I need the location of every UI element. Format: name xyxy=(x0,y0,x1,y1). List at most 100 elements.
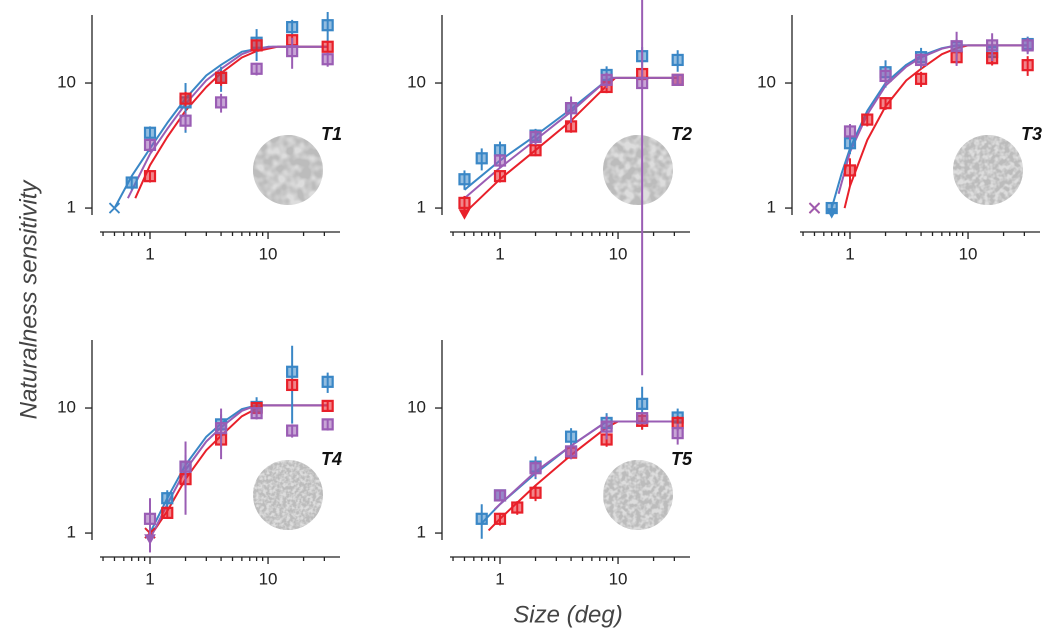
data-point xyxy=(602,422,612,432)
panel: 1 10 1 10 T2 xyxy=(407,15,692,263)
data-point xyxy=(495,171,505,181)
y-tick-label: 10 xyxy=(407,73,426,92)
data-point xyxy=(145,514,155,524)
data-point xyxy=(566,121,576,131)
texture-image xyxy=(953,135,1023,205)
y-tick-label: 1 xyxy=(417,198,426,217)
y-tick-label: 10 xyxy=(757,73,776,92)
data-point xyxy=(495,156,505,166)
panel-title: T1 xyxy=(321,124,342,144)
data-point xyxy=(477,514,487,524)
data-point xyxy=(602,75,612,85)
data-point xyxy=(252,40,262,50)
data-point xyxy=(673,75,683,85)
y-tick-label: 10 xyxy=(57,73,76,92)
data-point xyxy=(323,377,333,387)
data-point xyxy=(531,145,541,155)
data-point xyxy=(287,367,297,377)
y-tick-label: 1 xyxy=(417,523,426,542)
data-point xyxy=(145,140,155,150)
data-point xyxy=(637,399,647,409)
x-tick-label: 10 xyxy=(959,244,978,263)
data-point xyxy=(916,55,926,65)
data-point xyxy=(566,103,576,113)
data-point xyxy=(181,116,191,126)
data-point xyxy=(495,490,505,500)
data-point xyxy=(477,153,487,163)
data-point xyxy=(323,419,333,429)
texture-image xyxy=(253,460,323,530)
data-point xyxy=(459,174,469,184)
x-tick-label: 1 xyxy=(145,569,154,588)
y-axis-label: Naturalness sensitivity xyxy=(15,179,42,420)
data-point xyxy=(109,203,119,213)
data-point xyxy=(637,413,647,423)
data-point xyxy=(181,462,191,472)
y-tick-label: 10 xyxy=(407,398,426,417)
x-tick-label: 10 xyxy=(609,569,628,588)
data-point xyxy=(495,145,505,155)
data-point xyxy=(459,210,469,219)
data-point xyxy=(881,71,891,81)
data-point xyxy=(495,514,505,524)
panel: 1 10 1 10 T1 xyxy=(57,12,342,264)
data-point xyxy=(531,132,541,142)
data-point xyxy=(566,432,576,442)
panel: 1 10 1 10 T5 xyxy=(407,0,693,588)
data-point xyxy=(323,54,333,64)
data-point xyxy=(145,171,155,181)
data-point xyxy=(916,74,926,84)
panel-title: T4 xyxy=(321,449,342,469)
data-point xyxy=(162,493,172,503)
data-point xyxy=(323,20,333,30)
data-point xyxy=(881,98,891,108)
data-point xyxy=(531,463,541,473)
data-point xyxy=(673,428,683,438)
data-point xyxy=(252,64,262,74)
x-tick-label: 1 xyxy=(495,569,504,588)
x-tick-label: 10 xyxy=(609,244,628,263)
data-point xyxy=(145,128,155,138)
x-axis-label: Size (deg) xyxy=(513,601,622,628)
panel-title: T2 xyxy=(671,124,692,144)
data-point xyxy=(862,115,872,125)
x-tick-label: 1 xyxy=(495,244,504,263)
x-tick-label: 10 xyxy=(259,244,278,263)
data-point xyxy=(987,40,997,50)
texture-image xyxy=(603,135,673,205)
data-point xyxy=(566,446,576,456)
data-point xyxy=(323,42,333,52)
y-tick-label: 10 xyxy=(57,398,76,417)
data-point xyxy=(127,178,137,188)
texture-image xyxy=(253,135,323,205)
y-tick-label: 1 xyxy=(767,198,776,217)
panel-title: T3 xyxy=(1021,124,1042,144)
y-tick-label: 1 xyxy=(67,198,76,217)
data-point xyxy=(216,97,226,107)
figure: Naturalness sensitivity Size (deg) 11011… xyxy=(0,0,1048,633)
data-point xyxy=(287,22,297,32)
data-point xyxy=(216,423,226,433)
data-point xyxy=(1023,40,1033,50)
x-tick-label: 1 xyxy=(145,244,154,263)
data-point xyxy=(531,488,541,498)
data-point xyxy=(952,41,962,51)
data-point xyxy=(459,198,469,208)
data-point xyxy=(287,380,297,390)
data-point xyxy=(287,426,297,436)
data-point xyxy=(845,165,855,175)
data-point xyxy=(162,508,172,518)
panel: 1 10 1 10 T3 xyxy=(757,15,1042,263)
y-tick-label: 1 xyxy=(67,523,76,542)
x-tick-label: 10 xyxy=(259,569,278,588)
data-point xyxy=(1023,60,1033,70)
data-point xyxy=(181,94,191,104)
panel: 1 10 1 10 T4 xyxy=(57,340,342,588)
data-point xyxy=(673,55,683,65)
data-point xyxy=(809,203,819,213)
texture-image xyxy=(603,460,673,530)
data-point xyxy=(287,46,297,56)
data-point xyxy=(252,408,262,418)
x-tick-label: 1 xyxy=(845,244,854,263)
panel-title: T5 xyxy=(671,449,693,469)
